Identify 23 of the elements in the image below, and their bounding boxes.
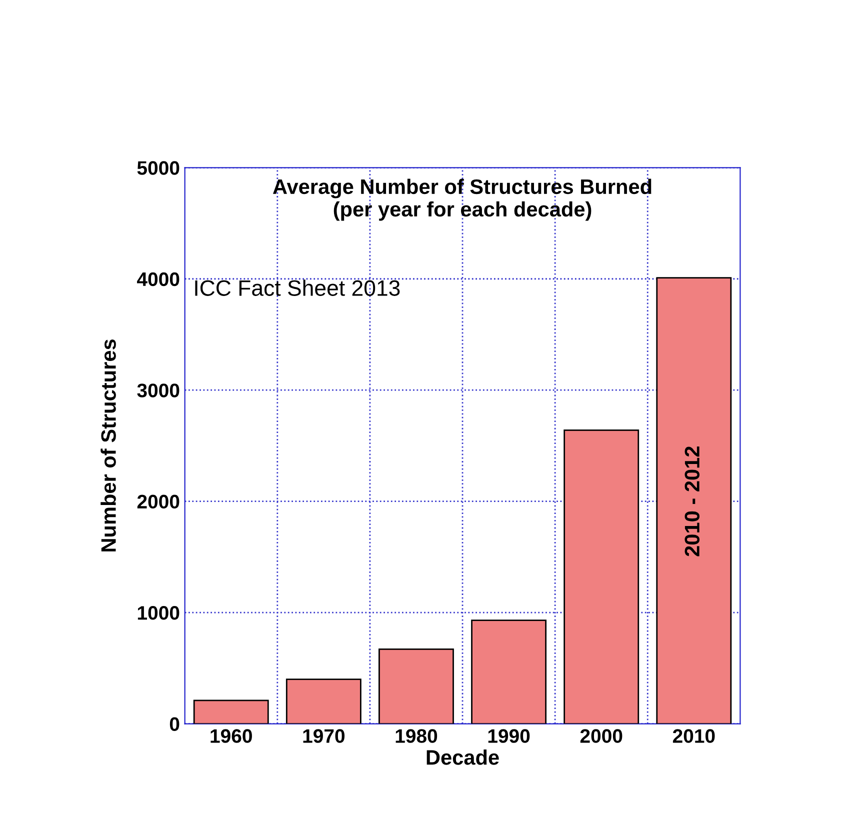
y-tick-label: 1000 <box>138 606 180 620</box>
y-tick-label: 5000 <box>137 161 180 175</box>
y-tick-label: 4000 <box>137 272 180 286</box>
y-tick-label: 0 <box>170 717 180 731</box>
x-tick-label: 1960 <box>210 729 252 743</box>
y-tick-label: 3000 <box>137 384 180 398</box>
x-tick-label: 2000 <box>580 729 622 743</box>
y-axis-title: Number of Structures <box>100 339 116 552</box>
annotation: ICC Fact Sheet 2013 <box>195 280 400 296</box>
bar <box>471 620 547 724</box>
bar <box>656 277 732 724</box>
x-tick-label: 2010 <box>672 729 715 743</box>
x-tick-label: 1980 <box>396 729 438 743</box>
annotation: 2010 - 2012 <box>684 446 700 556</box>
x-tick-label: 1970 <box>303 729 345 743</box>
bar <box>193 700 269 724</box>
y-tick-label: 2000 <box>137 494 180 509</box>
bar <box>564 429 640 724</box>
text: Average Number of Structures Burned (per year for each decade) <box>272 178 652 221</box>
x-tick-label: 1990 <box>488 729 530 743</box>
bar <box>286 678 362 724</box>
bar <box>378 648 454 724</box>
x-axis-title: Decade <box>426 750 499 765</box>
